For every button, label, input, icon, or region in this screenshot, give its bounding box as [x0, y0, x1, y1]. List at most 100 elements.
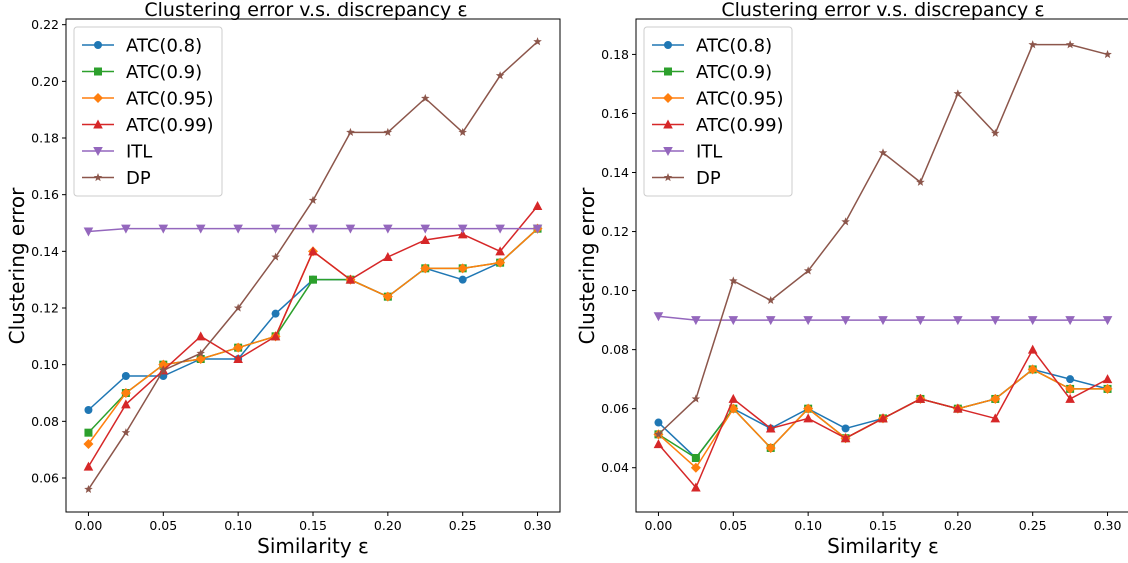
chart-left: Clustering error v.s. discrepancy ε Simi…	[5, 0, 561, 558]
right-point-atc-0-95	[803, 403, 814, 414]
left-point-itl	[532, 224, 543, 234]
right-y-tick-label: 0.06	[601, 401, 629, 416]
right-point-atc-0-95	[1065, 383, 1076, 394]
left-point-atc-0-8	[271, 309, 280, 318]
right-legend-marker	[663, 173, 673, 182]
right-x-tick-label: 0.20	[944, 518, 972, 533]
chart-right: Clustering error v.s. discrepancy ε Simi…	[575, 0, 1128, 558]
left-point-itl	[308, 224, 318, 234]
right-legend-entry-atc-0-9: ATC(0.9)	[652, 62, 772, 83]
right-point-itl	[953, 316, 963, 326]
left-point-dp	[383, 127, 393, 136]
left-legend-entry-atc-0-95: ATC(0.95)	[82, 89, 214, 110]
left-point-atc-0-95	[120, 388, 131, 398]
left-legend-box	[73, 26, 223, 197]
right-point-atc-0-95	[990, 393, 1001, 404]
left-x-tick-label: 0.05	[149, 518, 177, 533]
left-point-itl	[121, 224, 131, 234]
right-point-dp	[878, 148, 888, 157]
right-point-dp	[729, 276, 738, 285]
left-point-atc-0-9	[84, 428, 93, 437]
right-point-atc-0-95	[1102, 383, 1113, 394]
left-legend-marker	[93, 93, 103, 103]
left-legend-label: ATC(0.8)	[126, 36, 202, 57]
left-line-atc-0-95	[87, 228, 539, 445]
left-legend-marker	[94, 67, 102, 76]
left-legend-marker	[93, 173, 103, 182]
left-legend-entry-atc-0-8: ATC(0.8)	[82, 36, 202, 57]
left-point-atc-0-95	[83, 439, 94, 449]
left-point-dp	[346, 127, 355, 136]
left-legend: ATC(0.8) ATC(0.9) ATC(0.95) ATC(0.99) ITL DP	[73, 26, 223, 197]
right-point-dp	[990, 128, 1000, 137]
right-legend-label: ATC(0.95)	[696, 89, 784, 110]
right-point-atc-0-95	[765, 442, 776, 453]
left-point-atc-0-99	[195, 331, 206, 341]
left-point-atc-0-95	[233, 342, 244, 353]
right-point-atc-0-8	[841, 424, 850, 433]
right-point-dp	[691, 394, 701, 403]
left-legend-label: ATC(0.95)	[126, 89, 214, 110]
right-legend-box	[643, 26, 793, 197]
right-point-dp	[1028, 40, 1037, 49]
left-legend-label: ATC(0.99)	[126, 115, 214, 136]
left-point-atc-0-99	[121, 399, 131, 409]
left-line-atc-0-99	[87, 205, 539, 468]
right-point-itl	[840, 316, 851, 326]
left-point-dp	[121, 428, 131, 437]
left-point-atc-0-99	[270, 331, 281, 341]
left-point-atc-0-8	[121, 372, 130, 380]
left-point-dp	[533, 37, 542, 46]
left-x-tick-label: 0.00	[75, 518, 103, 533]
left-point-atc-0-99	[457, 229, 468, 239]
right-legend-marker	[663, 119, 673, 129]
right-point-atc-0-99	[990, 413, 1001, 423]
right-point-itl	[1027, 316, 1038, 326]
left-point-dp	[458, 127, 467, 136]
left-x-tick-label: 0.30	[524, 518, 552, 533]
left-point-dp	[420, 93, 430, 102]
left-point-itl	[345, 224, 356, 234]
left-point-atc-0-99	[495, 246, 505, 256]
right-legend-label: ATC(0.9)	[696, 62, 772, 83]
left-y-tick-label: 0.16	[31, 187, 59, 202]
left-point-atc-0-99	[345, 274, 356, 284]
left-point-atc-0-99	[383, 252, 393, 261]
right-legend-marker	[664, 67, 672, 76]
right-legend-marker	[663, 147, 673, 156]
left-point-dp	[196, 348, 206, 357]
right-point-itl	[878, 316, 888, 326]
right-point-dp	[916, 177, 925, 186]
left-legend-entry-itl: ITL	[82, 142, 152, 163]
right-y-tick-label: 0.10	[601, 283, 629, 298]
right-point-atc-0-99	[803, 413, 813, 423]
left-point-dp	[495, 71, 505, 80]
right-legend-entry-atc-0-95: ATC(0.95)	[652, 89, 784, 110]
right-y-tick-label: 0.14	[601, 165, 629, 180]
right-point-atc-0-99	[728, 393, 739, 403]
chart-right-plot: 0.00 0.05 0.10 0.15 0.20 0.25 0.30 0.04 0.06 0.08…	[601, 18, 1128, 533]
left-x-tick-label: 0.15	[299, 518, 327, 533]
right-x-tick-label: 0.30	[1094, 518, 1122, 533]
left-point-atc-0-9	[309, 275, 317, 284]
left-point-atc-0-95	[420, 263, 431, 274]
chart-right-ylabel: Clustering error	[575, 187, 599, 344]
right-y-tick-label: 0.04	[601, 460, 629, 475]
left-legend-label: ATC(0.9)	[126, 62, 202, 83]
left-legend-marker	[93, 119, 103, 129]
right-x-tick-label: 0.10	[794, 518, 822, 533]
right-point-itl	[653, 312, 664, 322]
right-point-atc-0-99	[953, 403, 963, 413]
right-point-atc-0-99	[765, 423, 776, 433]
right-legend-entry-dp: DP	[652, 168, 721, 189]
right-point-atc-0-99	[1102, 374, 1113, 384]
left-point-dp	[159, 365, 168, 374]
left-point-itl	[270, 224, 281, 234]
left-point-itl	[233, 224, 243, 234]
right-point-itl	[1065, 316, 1075, 326]
right-point-itl	[803, 316, 813, 326]
left-y-tick-label: 0.06	[31, 471, 59, 486]
left-point-itl	[83, 227, 94, 237]
right-point-atc-0-99	[840, 433, 851, 443]
left-point-itl	[158, 224, 169, 234]
